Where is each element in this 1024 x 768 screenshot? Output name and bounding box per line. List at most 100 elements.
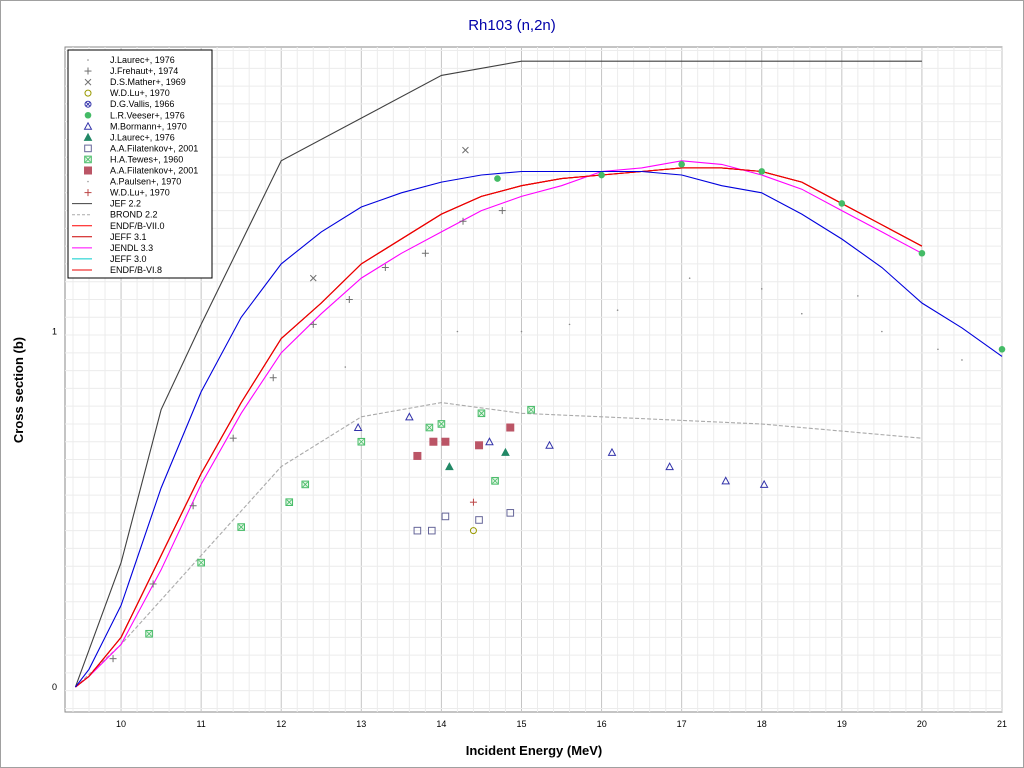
legend-label: A.Paulsen+, 1970 (110, 177, 181, 187)
legend-item: W.D.Lu+, 1970 (84, 88, 170, 98)
legend-label: J.Frehaut+, 1974 (110, 66, 178, 76)
legend-swatch (84, 166, 92, 175)
legend-box (67, 49, 213, 279)
legend-item: H.A.Tewes+, 1960 (84, 154, 183, 164)
legend-label: A.A.Filatenkov+, 2001 (110, 166, 198, 176)
series-points (109, 146, 1006, 663)
data-point (485, 437, 494, 446)
y-axis-ticks: 01 (52, 326, 57, 692)
legend-item: M.Bormann+, 1970 (83, 121, 187, 131)
legend-swatch (84, 111, 92, 119)
series-line-6 (75, 167, 923, 688)
x-tick-label: 15 (516, 719, 526, 729)
data-point (469, 498, 477, 506)
scatter-series-16 (413, 509, 515, 535)
legend-label: D.G.Vallis, 1966 (110, 99, 174, 109)
data-point (506, 423, 515, 432)
data-point (357, 437, 366, 446)
data-point (197, 558, 205, 567)
data-point (429, 437, 438, 446)
x-tick-label: 10 (116, 719, 126, 729)
legend-item: D.S.Mather+, 1969 (84, 77, 186, 87)
y-axis-label: Cross section (b) (11, 337, 26, 443)
x-axis-ticks: 10 11 12 13 14 15 16 17 18 19 20 21 (116, 719, 1007, 729)
legend-item: ENDF/B-VI.8 (72, 265, 162, 275)
data-point (344, 366, 347, 368)
legend-label: BROND 2.2 (110, 210, 158, 220)
scatter-series-13 (494, 161, 1006, 353)
plot-area (64, 46, 1003, 713)
legend-item: ENDF/B-VII.0 (72, 221, 165, 231)
y-tick-label: 1 (52, 326, 57, 336)
data-point (760, 288, 763, 290)
legend-label: ENDF/B-VI.8 (110, 265, 162, 275)
legend-swatch (84, 89, 92, 97)
legend-label: J.Laurec+, 1976 (110, 55, 175, 65)
data-point (857, 295, 859, 297)
legend-label: ENDF/B-VII.0 (110, 221, 165, 231)
data-point (498, 207, 506, 215)
data-point (421, 249, 429, 257)
data-point (475, 516, 483, 524)
data-point (998, 345, 1006, 353)
legend-swatch (84, 189, 92, 197)
data-point (838, 200, 846, 207)
data-point (309, 320, 317, 328)
legend-item: J.Frehaut+, 1974 (84, 66, 178, 76)
data-point (445, 462, 454, 471)
data-point (459, 217, 467, 225)
data-point (545, 440, 554, 449)
data-point (568, 323, 571, 326)
data-point (678, 161, 685, 168)
legend-label: A.A.Filatenkov+, 2001 (110, 143, 198, 153)
data-point (413, 451, 422, 460)
legend-label: D.S.Mather+, 1969 (110, 77, 186, 87)
data-point (353, 422, 363, 432)
y-tick-label: 0 (52, 682, 57, 692)
data-point (441, 437, 450, 446)
data-point (758, 168, 766, 175)
data-point (381, 263, 389, 271)
data-point (462, 146, 469, 154)
scatter-series-9 (109, 207, 506, 663)
data-point (607, 447, 617, 456)
legend-label: JEF 2.2 (110, 199, 141, 209)
x-tick-label: 19 (837, 719, 847, 729)
legend-item: A.A.Filatenkov+, 2001 (84, 143, 198, 153)
x-tick-label: 12 (276, 719, 286, 729)
data-point (109, 655, 117, 663)
data-point (501, 447, 510, 456)
legend-swatch (84, 100, 92, 108)
data-point (309, 274, 317, 282)
legend-swatch (87, 180, 89, 183)
legend-item: JEFF 3.0 (72, 254, 147, 264)
data-point (427, 526, 436, 535)
legend-label: JENDL 3.3 (110, 243, 153, 253)
data-point (520, 330, 523, 333)
data-point (441, 512, 450, 521)
data-point (425, 423, 434, 432)
legend-label: L.R.Veeser+, 1976 (110, 110, 185, 120)
legend-item: BROND 2.2 (72, 210, 158, 220)
data-point (937, 348, 939, 351)
legend-item: W.D.Lu+, 1970 (84, 188, 170, 198)
data-point (456, 330, 459, 333)
scatter-series-20 (469, 498, 477, 506)
data-point (961, 359, 963, 361)
legend-label: W.D.Lu+, 1970 (110, 88, 170, 98)
chart-title: Rh103 (n,2n) (468, 17, 556, 34)
data-point (469, 527, 477, 535)
legend-swatch (83, 121, 93, 130)
data-point (800, 312, 803, 315)
legend-swatch (83, 132, 93, 141)
legend-item: JEFF 3.1 (72, 232, 147, 242)
data-point (437, 420, 446, 428)
data-point (506, 509, 515, 517)
legend-item: J.Laurec+, 1976 (87, 55, 175, 65)
data-point (345, 295, 353, 303)
data-point (759, 479, 769, 488)
series-line-0 (74, 60, 922, 688)
scatter-series-15 (445, 447, 510, 471)
scatter-series-11 (469, 527, 477, 535)
